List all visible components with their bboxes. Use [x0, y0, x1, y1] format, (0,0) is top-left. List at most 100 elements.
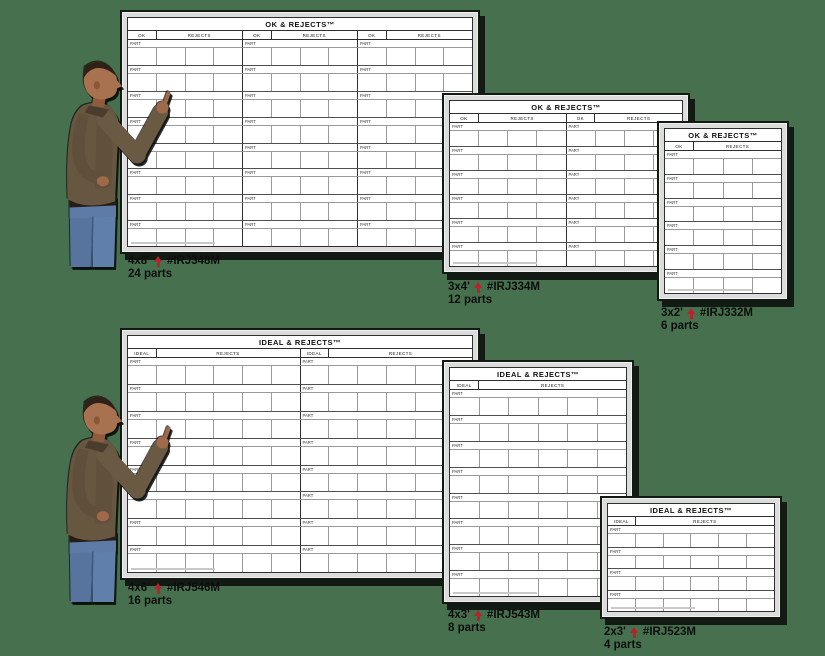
grid-cell — [443, 473, 472, 492]
part-section: PART PART — [128, 545, 472, 572]
grid-cell — [665, 254, 693, 269]
grid-cell — [357, 473, 386, 492]
grid-cell — [414, 229, 444, 246]
cells-row — [608, 555, 774, 568]
grid-cell — [662, 598, 691, 611]
cells-row — [128, 473, 472, 492]
cells-row — [450, 398, 626, 415]
part-label: PART — [667, 247, 678, 253]
caption-line1: 4x6' #IRJ546M — [128, 582, 220, 595]
grid-cell — [665, 207, 693, 222]
part-label: PART — [667, 152, 678, 157]
grid-cell — [155, 366, 185, 384]
cells-group — [665, 182, 781, 198]
part-label: PART — [357, 117, 472, 125]
grid-cell — [722, 206, 752, 222]
grid-cell — [299, 151, 329, 169]
cells-row — [665, 182, 781, 198]
part-strip: PART — [665, 222, 781, 231]
part-label: PART — [667, 175, 678, 181]
cells-row — [128, 500, 472, 519]
part-section: PART — [608, 568, 774, 590]
grid-cell — [596, 527, 627, 545]
part-label: PART — [667, 199, 678, 205]
column-headers: IDEAL REJECTS — [608, 517, 774, 526]
grid-cell — [450, 179, 478, 194]
grid-cell — [357, 554, 386, 572]
part-label: PART — [130, 222, 141, 228]
cells-group — [450, 398, 626, 415]
cells-row — [128, 151, 472, 169]
part-strip: PART — [450, 468, 626, 476]
grid-cell — [567, 579, 597, 596]
cells-group — [242, 203, 357, 221]
grid-cell — [537, 449, 568, 467]
part-label: PART — [565, 123, 683, 130]
cells-group — [128, 366, 300, 384]
grid-cell — [567, 251, 595, 266]
grid-cell — [450, 155, 478, 170]
grid-cell — [594, 179, 624, 194]
grid-cell — [385, 554, 415, 572]
grid-cell — [328, 48, 357, 65]
grid-cell — [184, 446, 214, 465]
grid-cell — [299, 177, 329, 195]
grid-cell — [357, 527, 386, 546]
grid-cell — [328, 527, 357, 546]
part-section: PART PART — [450, 194, 682, 218]
cells-group — [450, 179, 566, 194]
cells-row — [128, 392, 473, 411]
part-label: PART — [299, 465, 473, 473]
grid-cell — [358, 74, 386, 91]
grid-cell — [328, 73, 357, 91]
grid-cell — [385, 392, 415, 411]
up-arrow-icon — [629, 627, 639, 638]
cells-row — [450, 203, 682, 218]
part-section: PART — [450, 492, 626, 519]
part-label: PART — [452, 468, 463, 474]
cells-group — [665, 278, 781, 293]
grid-cell — [358, 229, 386, 246]
caption-board-3x2: 3x2' #IRJ332M 6 parts — [661, 307, 753, 333]
header-group: OK REJECTS — [242, 31, 357, 39]
grid-cell — [567, 475, 597, 493]
part-label: PART — [130, 92, 141, 98]
grid-cell — [242, 419, 271, 438]
ok-column-header: OK — [567, 114, 596, 122]
part-section: PART PART — [128, 410, 472, 438]
grid-cell — [242, 446, 271, 465]
grid-cell — [385, 203, 415, 221]
grid-cell — [722, 254, 752, 270]
grid-cell — [270, 48, 300, 65]
ideal-column-header: IDEAL — [301, 349, 330, 357]
rejects-column-header: REJECTS — [302, 32, 326, 38]
part-label: PART — [299, 384, 473, 392]
grid-cell — [478, 579, 509, 596]
ok-column-header: OK — [665, 142, 694, 150]
grid-cell — [414, 151, 444, 169]
cells-group — [299, 392, 473, 411]
part-label: PART — [242, 91, 357, 99]
grid-cell — [537, 398, 568, 415]
part-label: PART — [667, 223, 678, 229]
grid-cell — [623, 179, 653, 194]
ideal-column-header: IDEAL — [128, 349, 157, 357]
grid-cell — [358, 48, 386, 65]
grid-cell — [567, 398, 597, 415]
grid-cell — [328, 473, 357, 492]
cells-row — [450, 449, 626, 467]
part-label: PART — [565, 195, 683, 202]
grid-cell — [443, 203, 472, 221]
cells-group — [357, 125, 472, 143]
part-label: PART — [299, 358, 473, 365]
grid-cell — [478, 227, 507, 242]
grid-cell — [385, 73, 415, 91]
grid-cell — [508, 527, 538, 545]
grid-cell — [567, 131, 595, 146]
grid-cell — [478, 203, 507, 218]
grid-cell — [478, 179, 507, 194]
grid-cell — [414, 500, 444, 519]
part-strip: PART — [450, 416, 626, 424]
